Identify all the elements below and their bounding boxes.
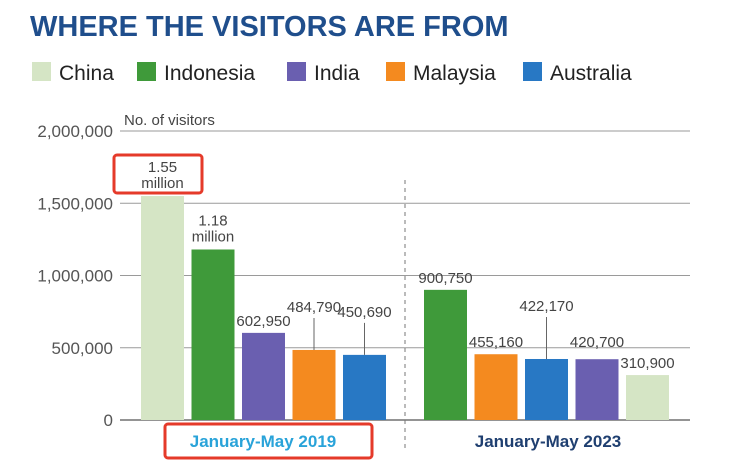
- bar-india-2019: [242, 332, 285, 420]
- highlight-box-china-2019: [112, 153, 204, 195]
- y-axis-label: No. of visitors: [124, 112, 215, 129]
- data-label-indonesia-2019: 1.18: [198, 212, 227, 229]
- data-label-china-2019: million: [141, 175, 184, 192]
- period-label-2019: January-May 2019: [190, 432, 336, 451]
- bars: 1.55million1.18million602,950484,790450,…: [112, 153, 675, 420]
- data-label-indonesia-2019: million: [192, 228, 235, 245]
- data-label-indonesia-2023: 900,750: [418, 270, 472, 287]
- data-label-india-2019: 602,950: [236, 313, 290, 330]
- data-label-china-2019: 1.55: [148, 159, 177, 176]
- legend-label-malaysia: Malaysia: [413, 62, 496, 85]
- legend-swatch-australia: [523, 62, 542, 81]
- bar-malaysia-2023: [474, 354, 518, 420]
- bar-australia-2023: [525, 358, 568, 420]
- legend: China Indonesia India Malaysia Australia: [32, 62, 632, 85]
- chart-title: WHERE THE VISITORS ARE FROM: [30, 11, 509, 43]
- data-label-australia-2019: 450,690: [337, 304, 391, 321]
- data-label-australia-2023: 422,170: [519, 298, 573, 315]
- legend-label-australia: Australia: [550, 62, 632, 85]
- y-tick-label: 1,500,000: [37, 194, 113, 213]
- bar-china-2023: [626, 375, 669, 420]
- legend-swatch-malaysia: [386, 62, 405, 81]
- legend-label-china: China: [59, 62, 114, 85]
- bar-india-2023: [575, 359, 619, 420]
- bar-indonesia-2019: [191, 249, 235, 420]
- data-label-malaysia-2019: 484,790: [287, 299, 341, 316]
- legend-label-indonesia: Indonesia: [164, 62, 255, 85]
- legend-swatch-indonesia: [137, 62, 156, 81]
- bar-australia-2019: [343, 354, 386, 420]
- legend-label-india: India: [314, 62, 360, 85]
- highlight-box-2019-period: [163, 422, 374, 460]
- data-label-india-2023: 420,700: [570, 334, 624, 351]
- y-tick-label: 0: [104, 411, 113, 430]
- period-labels: January-May 2019 January-May 2023: [163, 422, 621, 460]
- period-label-2023: January-May 2023: [475, 432, 621, 451]
- legend-swatch-china: [32, 62, 51, 81]
- data-label-china-2023: 310,900: [620, 355, 674, 372]
- data-label-malaysia-2023: 455,160: [469, 334, 523, 351]
- y-tick-label: 1,000,000: [37, 267, 113, 286]
- bar-china-2019: [141, 196, 184, 420]
- bar-indonesia-2023: [424, 289, 467, 420]
- y-tick-label: 500,000: [52, 339, 113, 358]
- y-axis: 0 500,000 1,000,000 1,500,000 2,000,000: [37, 122, 113, 430]
- y-tick-label: 2,000,000: [37, 122, 113, 141]
- legend-swatch-india: [287, 62, 306, 81]
- bar-malaysia-2019: [292, 349, 336, 420]
